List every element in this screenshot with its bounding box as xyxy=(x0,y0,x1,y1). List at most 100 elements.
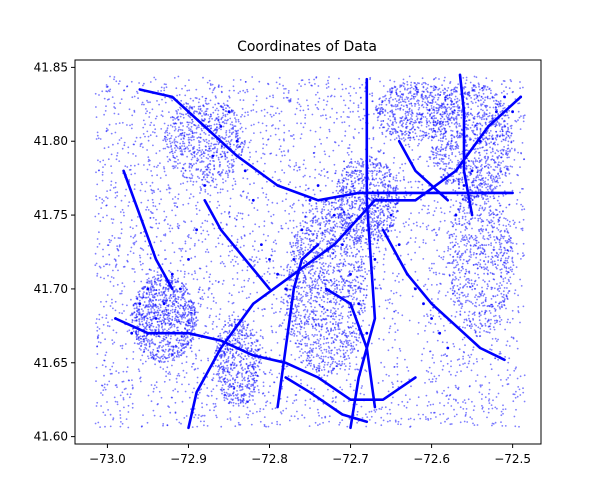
data-point xyxy=(132,330,135,333)
data-point xyxy=(437,292,440,294)
data-point xyxy=(201,414,204,417)
data-point xyxy=(271,331,274,334)
data-point xyxy=(164,101,167,104)
data-point xyxy=(190,237,192,240)
data-point xyxy=(156,294,159,297)
data-point xyxy=(523,374,526,377)
data-point xyxy=(190,340,193,343)
data-point xyxy=(435,231,437,234)
data-point xyxy=(155,381,158,384)
data-point xyxy=(334,141,337,144)
data-point xyxy=(184,303,187,306)
data-point xyxy=(365,351,368,354)
data-point xyxy=(464,117,467,120)
data-point xyxy=(270,215,272,218)
data-point xyxy=(177,302,180,305)
data-point xyxy=(265,355,268,358)
data-point xyxy=(101,364,104,366)
data-point xyxy=(234,125,237,128)
data-point xyxy=(271,250,274,253)
data-point xyxy=(134,140,137,143)
data-point xyxy=(97,334,100,337)
data-point xyxy=(94,252,97,255)
data-point xyxy=(162,139,165,142)
data-point xyxy=(271,408,274,410)
data-point xyxy=(497,229,500,231)
data-point xyxy=(440,360,442,363)
data-point xyxy=(447,417,450,420)
data-point xyxy=(366,273,368,275)
data-point xyxy=(364,81,367,84)
data-point xyxy=(150,279,153,282)
data-point xyxy=(393,80,396,83)
data-point xyxy=(309,398,312,401)
data-point xyxy=(323,368,326,371)
data-point xyxy=(298,249,301,251)
data-point xyxy=(442,158,445,160)
data-point xyxy=(202,372,205,375)
data-point xyxy=(350,150,353,153)
data-point xyxy=(256,274,259,277)
data-point xyxy=(138,336,141,338)
data-point xyxy=(261,280,264,282)
data-point xyxy=(128,169,131,171)
data-point xyxy=(203,277,205,280)
data-point xyxy=(248,277,251,280)
data-point xyxy=(168,353,171,355)
data-point xyxy=(148,326,151,328)
data-point xyxy=(176,269,179,272)
data-point xyxy=(208,316,211,319)
data-point xyxy=(386,420,389,423)
data-point xyxy=(399,254,402,257)
data-point xyxy=(241,130,244,133)
data-point xyxy=(176,205,179,208)
data-point xyxy=(241,372,243,375)
data-point xyxy=(139,337,142,340)
data-point xyxy=(138,305,141,308)
data-point xyxy=(378,305,381,308)
data-point xyxy=(228,89,231,92)
data-point xyxy=(424,416,427,418)
data-point xyxy=(283,302,285,305)
data-point xyxy=(234,180,237,183)
data-point xyxy=(223,211,226,213)
data-point xyxy=(111,222,114,224)
data-point xyxy=(297,98,300,100)
data-point xyxy=(171,305,174,308)
data-point xyxy=(154,328,156,331)
data-point xyxy=(340,235,343,237)
data-point xyxy=(272,260,275,262)
data-point xyxy=(153,165,156,168)
data-point xyxy=(130,246,133,249)
data-point xyxy=(355,356,358,358)
data-point xyxy=(353,268,356,271)
data-point xyxy=(152,299,155,302)
data-point xyxy=(379,149,382,152)
data-point xyxy=(300,85,302,87)
data-point xyxy=(392,386,394,389)
data-point xyxy=(132,312,135,315)
data-point xyxy=(313,400,315,403)
data-point xyxy=(194,272,197,274)
data-point xyxy=(339,386,342,389)
data-point xyxy=(352,264,355,266)
data-point xyxy=(183,352,185,355)
data-point xyxy=(443,153,446,156)
data-point xyxy=(177,193,180,196)
data-point xyxy=(362,185,365,188)
data-point xyxy=(165,188,168,191)
data-point xyxy=(150,301,153,303)
data-point xyxy=(493,287,496,290)
data-point xyxy=(139,323,142,326)
data-point xyxy=(160,361,163,363)
data-point xyxy=(224,320,226,323)
data-point xyxy=(491,407,494,410)
data-point xyxy=(261,336,264,338)
data-point xyxy=(166,424,169,427)
data-point xyxy=(175,339,178,341)
data-point xyxy=(293,252,295,255)
data-point xyxy=(142,219,144,222)
data-point xyxy=(153,131,156,134)
data-point xyxy=(341,342,343,345)
data-point xyxy=(96,345,99,348)
